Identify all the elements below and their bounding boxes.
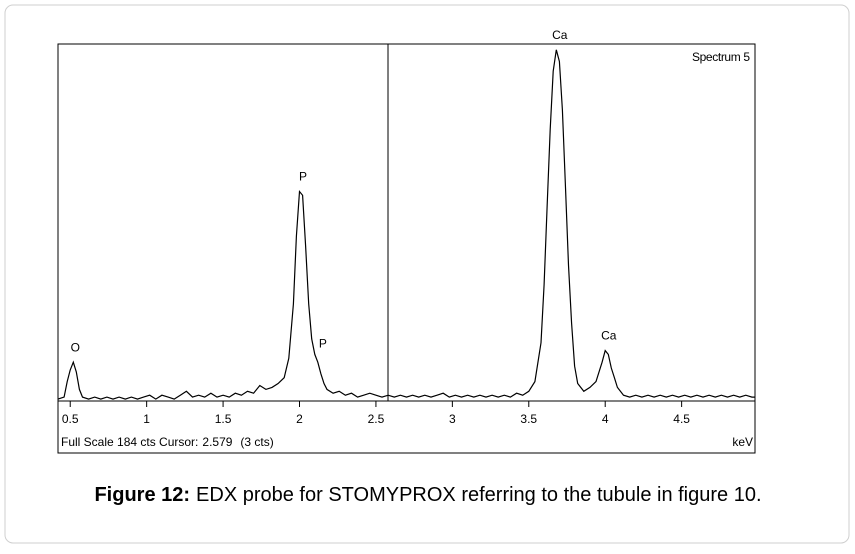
caption-text: EDX probe for STOMYPROX referring to the… [196, 484, 761, 506]
peak-label: P [319, 336, 327, 350]
x-axis-label: keV [732, 435, 753, 449]
caption-label: Figure 12: [94, 484, 190, 506]
spectrum-line [57, 49, 755, 400]
footer-scale: Full Scale 184 cts Cursor: [61, 435, 198, 449]
x-tick-label: 2.5 [368, 412, 385, 426]
spectrum-name: Spectrum 5 [692, 50, 750, 64]
x-tick-label: 1 [143, 412, 150, 426]
peak-label: Ca [601, 329, 617, 343]
footer: Full Scale 184 cts Cursor: 2.579 (3 cts) [61, 435, 274, 449]
x-tick-label: 4.5 [673, 412, 690, 426]
peak-label: P [299, 170, 307, 184]
x-tick-label: 4 [602, 412, 609, 426]
x-tick-label: 0.5 [62, 412, 79, 426]
footer-counts: (3 cts) [240, 435, 273, 449]
footer-cursor: 2.579 [202, 435, 232, 449]
caption: Figure 12: EDX probe for STOMYPROX referr… [94, 484, 761, 506]
x-tick-label: 1.5 [215, 412, 232, 426]
peak-label: Ca [552, 28, 568, 42]
x-tick-label: 3.5 [520, 412, 537, 426]
x-tick-label: 3 [449, 412, 456, 426]
peak-label: O [71, 340, 80, 354]
plot-frame [57, 43, 756, 454]
x-tick-label: 2 [296, 412, 303, 426]
